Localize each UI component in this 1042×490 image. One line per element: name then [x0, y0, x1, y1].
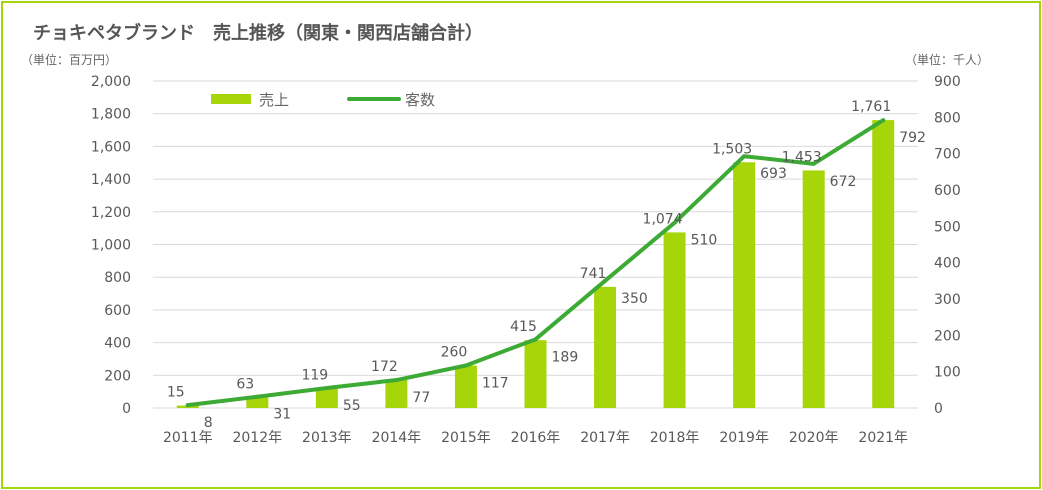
sales-value-label: 1,503	[712, 141, 752, 157]
customer-value-labels: 8 31 55 77 117 189 350 510 693 672 792	[204, 130, 926, 431]
sales-bar	[246, 397, 269, 408]
x-tick-label: 2013年	[302, 430, 352, 446]
left-tick-label: 1,600	[91, 139, 131, 155]
right-tick-label: 600	[934, 183, 961, 199]
x-axis-ticks: 2011年 2012年 2013年 2014年 2015年 2016年 2017年 2018年…	[163, 430, 908, 446]
left-axis-unit-label: （単位：百万円）	[21, 53, 118, 67]
left-tick-label: 1,800	[91, 107, 131, 123]
left-tick-label: 0	[122, 401, 131, 417]
sales-bar	[663, 232, 686, 408]
left-tick-label: 1,200	[91, 205, 131, 221]
sales-bar	[454, 365, 477, 408]
right-tick-label: 200	[934, 328, 961, 344]
sales-bar	[315, 388, 338, 408]
sales-value-label: 119	[301, 368, 328, 384]
right-axis-ticks: 0 100 200 300 400 500 600 700 800 900	[934, 74, 961, 417]
x-tick-label: 2012年	[232, 430, 282, 446]
left-tick-label: 1,000	[91, 238, 131, 254]
sales-value-labels: 15 63 119 172 260 415 741 1,074 1,503 1,453 1,761	[167, 99, 891, 400]
sales-bar	[594, 286, 617, 408]
customer-value-label: 510	[691, 233, 718, 249]
x-tick-label: 2015年	[441, 430, 491, 446]
right-tick-label: 500	[934, 219, 961, 235]
sales-value-label: 415	[510, 319, 537, 335]
customer-value-label: 31	[273, 407, 291, 423]
left-axis-ticks: 0 200 400 600 800 1,000 1,200 1,400 1,600 1,800 2,…	[91, 74, 131, 417]
customer-point	[394, 378, 399, 383]
left-tick-label: 800	[104, 270, 131, 286]
x-tick-label: 2011年	[163, 430, 213, 446]
right-tick-label: 900	[934, 74, 961, 90]
customer-point	[533, 337, 538, 342]
sales-value-label: 63	[236, 377, 254, 393]
x-tick-label: 2019年	[719, 430, 769, 446]
right-axis-unit-label: （単位：千人）	[904, 53, 989, 67]
sales-bar	[385, 379, 408, 408]
right-tick-label: 100	[934, 365, 961, 381]
customer-value-label: 55	[343, 398, 361, 414]
sales-bar	[802, 170, 825, 408]
x-tick-label: 2018年	[650, 430, 700, 446]
customer-point	[255, 394, 260, 399]
right-tick-label: 400	[934, 256, 961, 272]
customer-point	[672, 220, 677, 225]
customer-point	[742, 154, 747, 159]
right-tick-label: 300	[934, 292, 961, 308]
customer-point	[603, 278, 608, 283]
customer-value-label: 77	[412, 390, 430, 406]
customer-line	[185, 118, 886, 408]
sales-value-label: 1,074	[643, 211, 683, 227]
sales-bars	[176, 120, 895, 408]
left-tick-label: 2,000	[91, 74, 131, 90]
sales-value-label: 172	[371, 359, 398, 375]
x-tick-label: 2014年	[372, 430, 422, 446]
right-tick-label: 700	[934, 147, 961, 163]
customer-value-label: 672	[830, 174, 857, 190]
x-tick-label: 2021年	[858, 430, 908, 446]
legend-customers-swatch	[347, 97, 401, 101]
gridlines	[153, 80, 918, 409]
customer-point	[185, 403, 190, 408]
sales-value-label: 260	[441, 344, 468, 360]
customer-value-label: 189	[552, 349, 579, 365]
sales-bar	[733, 162, 756, 408]
left-tick-label: 400	[104, 336, 131, 352]
sales-bar	[524, 340, 547, 408]
x-tick-label: 2016年	[511, 430, 561, 446]
customer-value-label: 8	[204, 415, 213, 431]
right-tick-label: 0	[934, 401, 943, 417]
legend-customers-label: 客数	[405, 91, 436, 109]
sales-value-label: 741	[580, 266, 607, 282]
customer-point	[811, 161, 816, 166]
customer-point	[324, 386, 329, 391]
left-tick-label: 200	[104, 368, 131, 384]
sales-value-label: 1,453	[782, 149, 822, 165]
customer-value-label: 117	[482, 375, 509, 391]
customer-point	[881, 118, 886, 123]
customer-value-label: 693	[760, 166, 787, 182]
legend-sales-label: 売上	[259, 91, 290, 109]
left-tick-label: 600	[104, 303, 131, 319]
x-tick-label: 2017年	[580, 430, 630, 446]
sales-value-label: 1,761	[851, 99, 891, 115]
customer-point	[463, 363, 468, 368]
x-tick-label: 2020年	[789, 430, 839, 446]
left-tick-label: 1,400	[91, 172, 131, 188]
customer-value-label: 792	[899, 130, 926, 146]
chart-plot-area: 0 200 400 600 800 1,000 1,200 1,400 1,600 1,800 2,…	[91, 74, 961, 446]
sales-value-label: 15	[167, 385, 185, 401]
legend-sales-swatch	[211, 94, 251, 104]
customer-value-label: 350	[621, 291, 648, 307]
chart-title: チョキペタブランド 売上推移（関東・関西店舗合計）	[33, 23, 483, 44]
right-tick-label: 800	[934, 110, 961, 126]
sales-bar	[872, 120, 895, 408]
